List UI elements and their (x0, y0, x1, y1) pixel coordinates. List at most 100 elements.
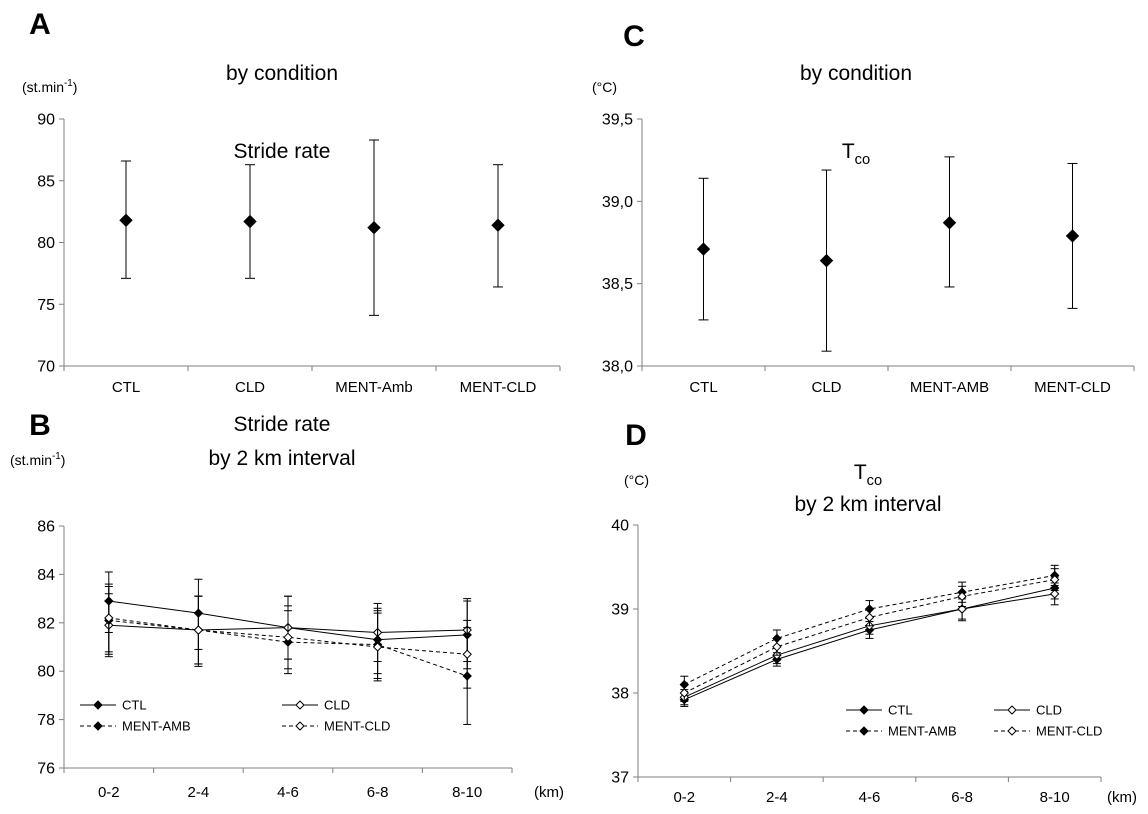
data-point-marker (942, 216, 957, 230)
legend-item: CLD (282, 698, 350, 713)
panel-d-category-label: 2-4 (766, 789, 788, 806)
panel-d-ytick-label: 40 (611, 518, 629, 535)
panel-b-x-unit: (km) (534, 784, 564, 801)
panel-c-letter: C (623, 20, 645, 53)
legend-label: MENT-AMB (888, 724, 957, 739)
data-point-marker (679, 688, 690, 698)
legend-item: MENT-CLD (994, 724, 1102, 739)
legend-label: MENT-CLD (324, 719, 390, 734)
legend-label: MENT-AMB (122, 719, 191, 734)
chart-c-svg: C Tco by condition (°C) 38,0 38,5 39,0 39,5 CTL C… (592, 20, 1135, 396)
panel-c-category-label: MENT-CLD (1034, 379, 1111, 396)
panel-d-ytick-label: 39 (611, 602, 629, 619)
panel-a-category-label: MENT-Amb (335, 379, 413, 396)
panel-d-series-1 (679, 576, 1060, 707)
panel-a-category-label: MENT-CLD (460, 379, 537, 396)
legend-label: CTL (122, 698, 147, 713)
panel-b-y-unit: (st.min-1) (10, 451, 65, 468)
panel-c-category-label: CTL (689, 379, 717, 396)
data-point-marker (367, 220, 381, 235)
legend-item: CTL (846, 703, 913, 718)
panel-b-ytick-label: 84 (37, 567, 55, 584)
panel-c-title-line-2: by condition (800, 62, 912, 85)
panel-d-legend: CTL CLD MENT-AMB MENT-CLD (846, 703, 1102, 739)
panel-a-ytick-label: 85 (37, 173, 55, 190)
panel-a-ytick-label: 75 (37, 297, 55, 314)
chart-b-svg: B Stride rate by 2 km interval (st.min-1) 76… (10, 409, 564, 801)
chart-d-svg: D Tco by 2 km interval (°C) 37 38 39 40 0-2 2-4 4-… (611, 419, 1137, 806)
panel-b-category-label: 6-8 (367, 784, 389, 801)
legend-item: CTL (80, 698, 147, 713)
legend-marker (859, 726, 869, 736)
data-point-marker (1065, 229, 1080, 243)
panel-c-ytick-label: 38,5 (602, 276, 633, 293)
panel-d-ytick-label: 37 (611, 770, 629, 787)
panel-d-title-line-2: by 2 km interval (794, 493, 941, 516)
panel-c-series-1 (696, 156, 1080, 352)
data-point-marker (957, 591, 967, 602)
panel-b-series-4 (104, 583, 472, 689)
panel-d-x-unit: (km) (1107, 789, 1137, 806)
panel-c-y-unit: (°C) (592, 79, 617, 95)
panel-d-title-line-1: Tco (854, 461, 882, 489)
panel-d: D Tco by 2 km interval (°C) 37 38 39 40 0-2 2-4 4-… (574, 407, 1148, 814)
legend-item: MENT-AMB (846, 724, 957, 739)
panel-a-ytick-label: 70 (37, 359, 55, 376)
panel-a-title-line-2: by condition (226, 62, 338, 85)
data-point-marker (193, 625, 204, 635)
panel-c-ytick-label: 38,0 (602, 359, 633, 376)
panel-a-y-unit: (st.min-1) (22, 78, 77, 95)
panel-a-title-line-1: Stride rate (234, 140, 331, 163)
data-point-marker (462, 649, 472, 659)
panel-d-series-4 (679, 568, 1060, 702)
panel-b-ytick-label: 76 (37, 761, 55, 778)
legend-marker (859, 705, 869, 715)
panel-c: C Tco by condition (°C) 38,0 38,5 39,0 39,5 CTL C… (574, 0, 1148, 407)
panel-b-category-label: 0-2 (98, 784, 120, 801)
panel-d-category-label: 8-10 (1040, 789, 1070, 806)
legend-label: CLD (1036, 703, 1062, 718)
panel-a-letter: A (29, 8, 51, 41)
legend-marker (1007, 705, 1017, 715)
panel-a-ytick-label: 80 (37, 235, 55, 252)
legend-item: CLD (994, 703, 1062, 718)
panel-b-ytick-label: 80 (37, 664, 55, 681)
panel-b-category-label: 4-6 (277, 784, 299, 801)
data-point-marker (283, 632, 293, 643)
panel-a-ytick-label: 90 (37, 112, 55, 129)
data-point-marker (1049, 574, 1060, 585)
panel-c-category-label: MENT-AMB (910, 379, 989, 396)
panel-c-title-line-1: Tco (842, 140, 870, 168)
panel-b-category-label: 2-4 (188, 784, 210, 801)
panel-d-letter: D (625, 419, 647, 452)
data-point-marker (819, 253, 834, 268)
data-point-marker (1049, 589, 1060, 599)
data-point-marker (957, 604, 967, 614)
panel-d-category-label: 4-6 (859, 789, 881, 806)
panel-b-ytick-label: 82 (37, 615, 55, 632)
legend-label: CLD (324, 698, 350, 713)
panel-c-category-label: CLD (811, 379, 841, 396)
panel-a-category-label: CTL (112, 379, 140, 396)
data-point-marker (372, 642, 383, 652)
panel-b-letter: B (29, 409, 51, 442)
legend-marker (93, 700, 103, 710)
panel-a: A Stride rate by condition (st.min-1) 70 75 80… (0, 0, 574, 407)
panel-b-title-line-2: by 2 km interval (208, 447, 355, 470)
data-point-marker (772, 642, 782, 652)
panel-a-category-label: CLD (235, 379, 265, 396)
panel-b: B Stride rate by 2 km interval (st.min-1) 76… (0, 407, 574, 814)
legend-marker (295, 700, 305, 710)
data-point-marker (696, 242, 711, 256)
panel-d-category-label: 0-2 (673, 789, 695, 806)
chart-a-svg: A Stride rate by condition (st.min-1) 70 75 80… (22, 8, 561, 396)
panel-b-ytick-label: 78 (37, 712, 55, 729)
legend-item: MENT-CLD (282, 719, 390, 734)
data-point-marker (864, 612, 875, 623)
panel-b-legend: CTL CLD MENT-AMB MENT-CLD (80, 698, 390, 734)
panel-c-ytick-label: 39,5 (602, 112, 633, 129)
panel-b-ytick-label: 86 (37, 519, 55, 536)
panel-c-ytick-label: 39,0 (602, 194, 633, 211)
legend-label: MENT-CLD (1036, 724, 1102, 739)
data-point-marker (243, 214, 257, 229)
